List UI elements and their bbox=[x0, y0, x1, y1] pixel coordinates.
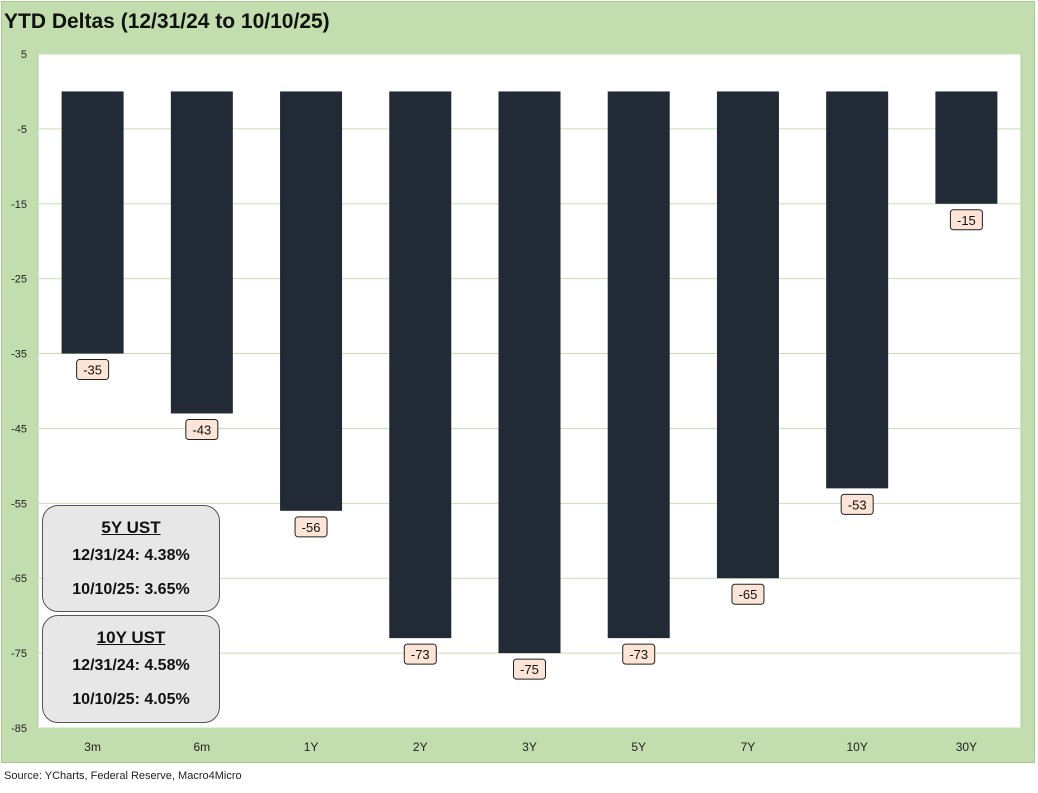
info-box-row: 12/31/24: 4.58% bbox=[72, 657, 190, 674]
data-label: -53 bbox=[848, 497, 867, 512]
y-tick-label: -25 bbox=[11, 274, 27, 286]
bar bbox=[826, 91, 889, 489]
info-box-row: 12/31/24: 4.38% bbox=[72, 547, 190, 564]
bar bbox=[935, 91, 998, 204]
bar bbox=[716, 91, 779, 579]
y-tick-label: 5 bbox=[21, 49, 27, 61]
data-label: -43 bbox=[192, 422, 211, 437]
x-tick-label: 30Y bbox=[956, 740, 977, 754]
data-label-box bbox=[731, 583, 765, 605]
chart-title: YTD Deltas (12/31/24 to 10/10/25) bbox=[4, 10, 330, 33]
y-tick-label: -15 bbox=[11, 199, 27, 211]
x-tick-label: 3Y bbox=[522, 740, 537, 754]
data-label-box bbox=[622, 643, 656, 665]
x-tick-label: 7Y bbox=[741, 740, 756, 754]
y-tick-label: -85 bbox=[11, 723, 27, 735]
x-tick-label: 2Y bbox=[413, 740, 428, 754]
bar bbox=[498, 91, 561, 654]
data-label: -75 bbox=[520, 662, 539, 677]
bar bbox=[389, 91, 452, 639]
data-label: -56 bbox=[302, 520, 321, 535]
data-label: -15 bbox=[957, 213, 976, 228]
y-tick-label: -65 bbox=[11, 573, 27, 585]
y-tick-label: -5 bbox=[17, 124, 27, 136]
data-label: -73 bbox=[411, 647, 430, 662]
data-label-box bbox=[840, 493, 874, 515]
data-label-box bbox=[513, 658, 546, 680]
info-box-heading: 10Y UST bbox=[96, 628, 166, 647]
bar bbox=[280, 91, 343, 511]
data-label-box bbox=[403, 643, 437, 665]
source-note: Source: YCharts, Federal Reserve, Macro4… bbox=[4, 770, 242, 782]
y-tick-label: -35 bbox=[11, 349, 27, 361]
x-tick-label: 1Y bbox=[304, 740, 319, 754]
info-box-row: 10/10/25: 3.65% bbox=[72, 581, 190, 598]
data-label-box bbox=[949, 209, 983, 231]
y-tick-label: -55 bbox=[11, 498, 27, 510]
y-tick-label: -75 bbox=[11, 648, 27, 660]
info-box-heading: 5Y UST bbox=[101, 518, 161, 537]
data-label: -35 bbox=[83, 363, 102, 378]
info-box-10y-ust: 10Y UST 12/31/24: 4.58% 10/10/25: 4.05% bbox=[42, 615, 220, 723]
bar bbox=[170, 91, 233, 414]
data-label-box bbox=[294, 516, 328, 538]
x-tick-label: 6m bbox=[193, 740, 210, 754]
data-label: -65 bbox=[739, 587, 758, 602]
data-label-box bbox=[185, 418, 219, 440]
bar bbox=[61, 91, 124, 354]
x-tick-label: 3m bbox=[84, 740, 101, 754]
bar bbox=[607, 91, 670, 639]
y-tick-label: -45 bbox=[11, 423, 27, 435]
data-label: -73 bbox=[629, 647, 648, 662]
info-box-5y-ust: 5Y UST 12/31/24: 4.38% 10/10/25: 3.65% bbox=[42, 505, 220, 612]
x-tick-label: 5Y bbox=[631, 740, 646, 754]
x-tick-label: 10Y bbox=[846, 740, 867, 754]
info-box-row: 10/10/25: 4.05% bbox=[72, 691, 190, 708]
data-label-box bbox=[76, 359, 110, 381]
